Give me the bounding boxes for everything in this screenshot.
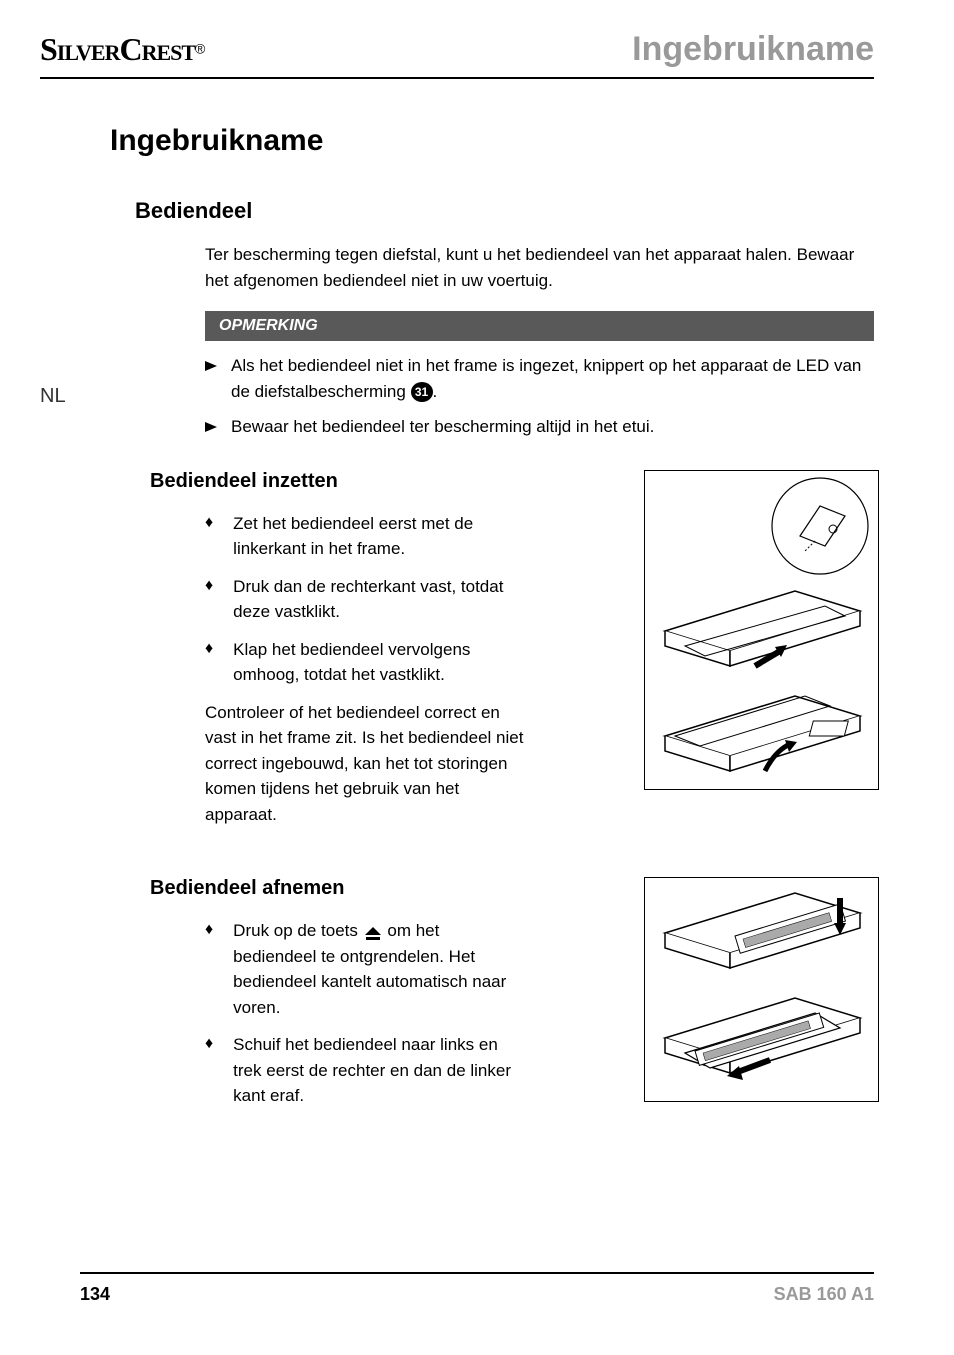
note-text-2: Bewaar het bediendeel ter bescherming al… (231, 414, 654, 440)
note-text-1: Als het bediendeel niet in het frame is … (231, 353, 874, 404)
reference-number-icon: 31 (411, 382, 433, 402)
section-bediendeel-intro: Ter bescherming tegen diefstal, kunt u h… (205, 242, 874, 293)
language-tab: NL (40, 385, 66, 408)
model-number: SAB 160 A1 (774, 1284, 874, 1305)
diamond-bullet-icon: ♦ (205, 637, 213, 688)
diamond-bullet-icon: ♦ (205, 574, 213, 625)
note-item-1: Als het bediendeel niet in het frame is … (205, 353, 874, 404)
diagram-insert-icon (645, 471, 880, 791)
diamond-bullet-icon: ♦ (205, 918, 213, 1020)
triangle-bullet-icon (205, 353, 217, 404)
bullet-inzetten-3: ♦ Klap het bediendeel vervolgens omhoog,… (205, 637, 525, 688)
brand-text: SilverCrest (40, 31, 195, 67)
brand-logo: SilverCrest® (40, 31, 205, 68)
diagram-insert-panel (644, 470, 879, 790)
note-item-2: Bewaar het bediendeel ter bescherming al… (205, 414, 874, 440)
page-footer: 134 SAB 160 A1 (80, 1272, 874, 1305)
page-title: Ingebruikname (110, 124, 874, 158)
page-number: 134 (80, 1284, 110, 1305)
eject-key-icon (363, 924, 383, 940)
inzetten-paragraph: Controleer of het bediendeel correct en … (205, 700, 525, 828)
note-box-header: OPMERKING (205, 311, 874, 341)
bullet-inzetten-2: ♦ Druk dan de rechterkant vast, totdat d… (205, 574, 525, 625)
triangle-bullet-icon (205, 414, 217, 440)
bullet-afnemen-1: ♦ Druk op de toets om het bediendeel te … (205, 918, 525, 1020)
diamond-bullet-icon: ♦ (205, 511, 213, 562)
bullet-afnemen-1-text: Druk op de toets om het bediendeel te on… (233, 918, 525, 1020)
header-section-title: Ingebruikname (632, 30, 874, 69)
registered-mark: ® (195, 41, 205, 57)
diagram-remove-icon (645, 878, 880, 1103)
bullet-afnemen-2: ♦ Schuif het bediendeel naar links en tr… (205, 1032, 525, 1109)
diagram-remove-panel (644, 877, 879, 1102)
bullet-inzetten-1: ♦ Zet het bediendeel eerst met de linker… (205, 511, 525, 562)
diamond-bullet-icon: ♦ (205, 1032, 213, 1109)
page-header: SilverCrest® Ingebruikname (40, 30, 874, 79)
section-bediendeel-title: Bediendeel (135, 198, 874, 224)
